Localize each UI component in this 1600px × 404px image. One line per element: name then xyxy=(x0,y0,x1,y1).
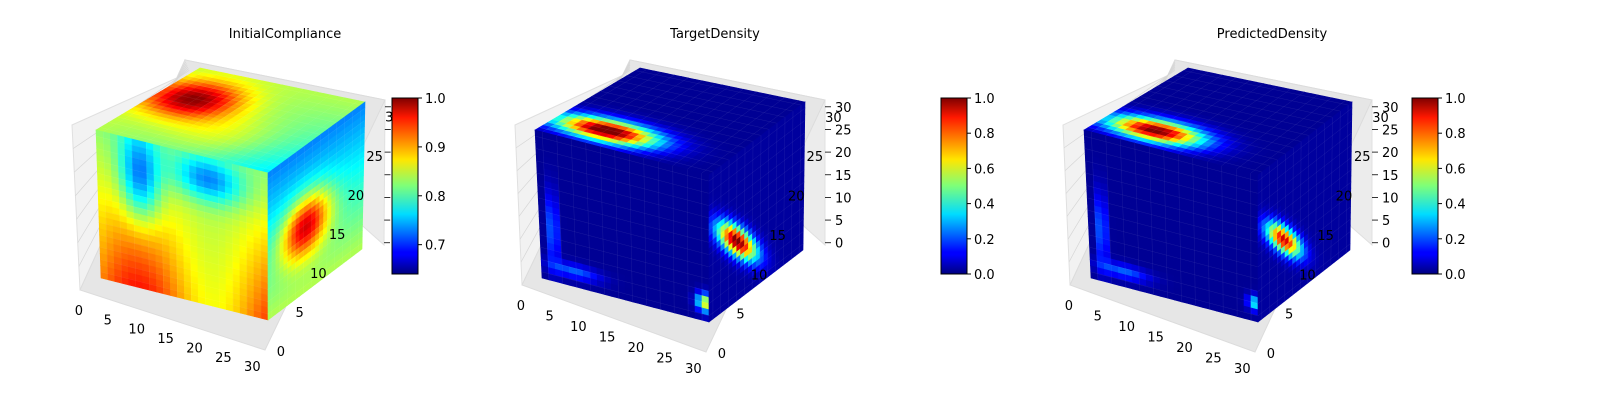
x-tick-label: 20 xyxy=(628,341,645,356)
y-tick-label: 20 xyxy=(1336,190,1353,205)
z-tick-label: 10 xyxy=(835,191,852,206)
x-tick-label: 15 xyxy=(157,332,174,347)
x-tick-label: 10 xyxy=(1118,320,1135,335)
z-tick-label: 30 xyxy=(835,101,852,116)
y-tick-label: 10 xyxy=(1299,268,1316,283)
z-tick-label: 0 xyxy=(835,237,843,252)
x-tick-label: 30 xyxy=(1234,362,1251,377)
colorbar-tick-label: 0.8 xyxy=(974,127,995,142)
y-tick-label: 10 xyxy=(310,267,327,282)
z-tick-label: 10 xyxy=(1382,191,1399,206)
colorbar-tick-label: 0.8 xyxy=(1445,127,1466,142)
z-tick-label: 0 xyxy=(1382,237,1390,252)
x-tick-label: 25 xyxy=(1205,351,1222,366)
x-tick-label: 5 xyxy=(1094,310,1102,325)
colorbar-tick-label: 0.6 xyxy=(1445,162,1466,177)
x-tick-label: 30 xyxy=(685,362,702,377)
colorbar-gradient xyxy=(1412,98,1438,274)
x-tick-label: 0 xyxy=(1065,299,1073,314)
z-tick-label: 15 xyxy=(1382,169,1399,184)
colorbar-tick-label: 1.0 xyxy=(1445,92,1466,107)
plot-title-initial-compliance: InitialCompliance xyxy=(229,27,342,42)
y-tick-label: 20 xyxy=(788,190,805,205)
colorbar: 1.0 0.9 0.8 0.7 xyxy=(392,92,446,274)
z-tick-label: 20 xyxy=(1382,146,1399,161)
y-tick-label: 5 xyxy=(736,308,744,323)
z-tick-label: 25 xyxy=(1382,123,1399,138)
z-tick-label: 30 xyxy=(1382,101,1399,116)
y-tick-label: 20 xyxy=(348,189,365,204)
z-tick-label: 15 xyxy=(835,169,852,184)
colorbar-gradient xyxy=(941,98,967,274)
colorbar-tick-label: 0.0 xyxy=(974,268,995,283)
z-tick-label: 25 xyxy=(835,123,852,138)
y-tick-label: 5 xyxy=(295,306,303,321)
colorbar-tick-label: 1.0 xyxy=(425,92,446,107)
z-tick-label: 5 xyxy=(835,214,843,229)
x-tick-label: 15 xyxy=(1147,330,1164,345)
x-tick-label: 20 xyxy=(1176,341,1193,356)
panel-2: 0510152025300510152025300510152025301.00… xyxy=(1063,60,1466,377)
x-tick-label: 10 xyxy=(128,323,145,338)
x-tick-label: 25 xyxy=(656,351,673,366)
x-tick-label: 5 xyxy=(104,313,112,328)
y-tick-label: 25 xyxy=(1354,150,1371,165)
colorbar-tick-label: 0.9 xyxy=(425,141,446,156)
x-tick-label: 0 xyxy=(517,299,525,314)
y-tick-label: 25 xyxy=(807,150,824,165)
y-tick-label: 15 xyxy=(1317,229,1334,244)
y-tick-label: 10 xyxy=(751,268,768,283)
plot-title-predicted-density: PredictedDensity xyxy=(1217,27,1327,42)
x-tick-label: 25 xyxy=(215,351,232,366)
panel-1: 0510152025300510152025300510152025301.00… xyxy=(515,60,995,377)
x-tick-label: 20 xyxy=(186,341,203,356)
x-tick-label: 5 xyxy=(545,310,553,325)
y-tick-label: 0 xyxy=(1267,347,1275,362)
y-tick-label: 0 xyxy=(277,345,285,360)
x-tick-label: 0 xyxy=(75,304,83,319)
colorbar-tick-label: 0.2 xyxy=(974,233,995,248)
colorbar: 1.0 0.8 0.6 0.4 0.2 0.0 xyxy=(1412,92,1466,283)
colorbar-tick-label: 0.4 xyxy=(1445,198,1466,213)
z-tick-label: 5 xyxy=(1382,214,1390,229)
colorbar-tick-label: 0.6 xyxy=(974,162,995,177)
colorbar: 1.0 0.8 0.6 0.4 0.2 0.0 xyxy=(941,92,995,283)
y-tick-label: 5 xyxy=(1285,308,1293,323)
y-tick-label: 25 xyxy=(366,150,383,165)
x-tick-label: 30 xyxy=(244,360,261,375)
y-tick-label: 15 xyxy=(769,229,786,244)
x-tick-label: 10 xyxy=(570,320,587,335)
colorbar-tick-label: 0.2 xyxy=(1445,233,1466,248)
colorbar-gradient xyxy=(392,98,418,274)
colorbar-tick-label: 0.0 xyxy=(1445,268,1466,283)
colorbar-tick-label: 0.7 xyxy=(425,239,446,254)
y-tick-label: 15 xyxy=(329,228,346,243)
y-tick-label: 0 xyxy=(718,347,726,362)
colorbar-tick-label: 0.8 xyxy=(425,190,446,205)
plot-title-target-density: TargetDensity xyxy=(670,27,760,42)
colorbar-tick-label: 0.4 xyxy=(974,198,995,213)
x-tick-label: 15 xyxy=(599,330,616,345)
colorbar-tick-label: 1.0 xyxy=(974,92,995,107)
z-tick-label: 20 xyxy=(835,146,852,161)
